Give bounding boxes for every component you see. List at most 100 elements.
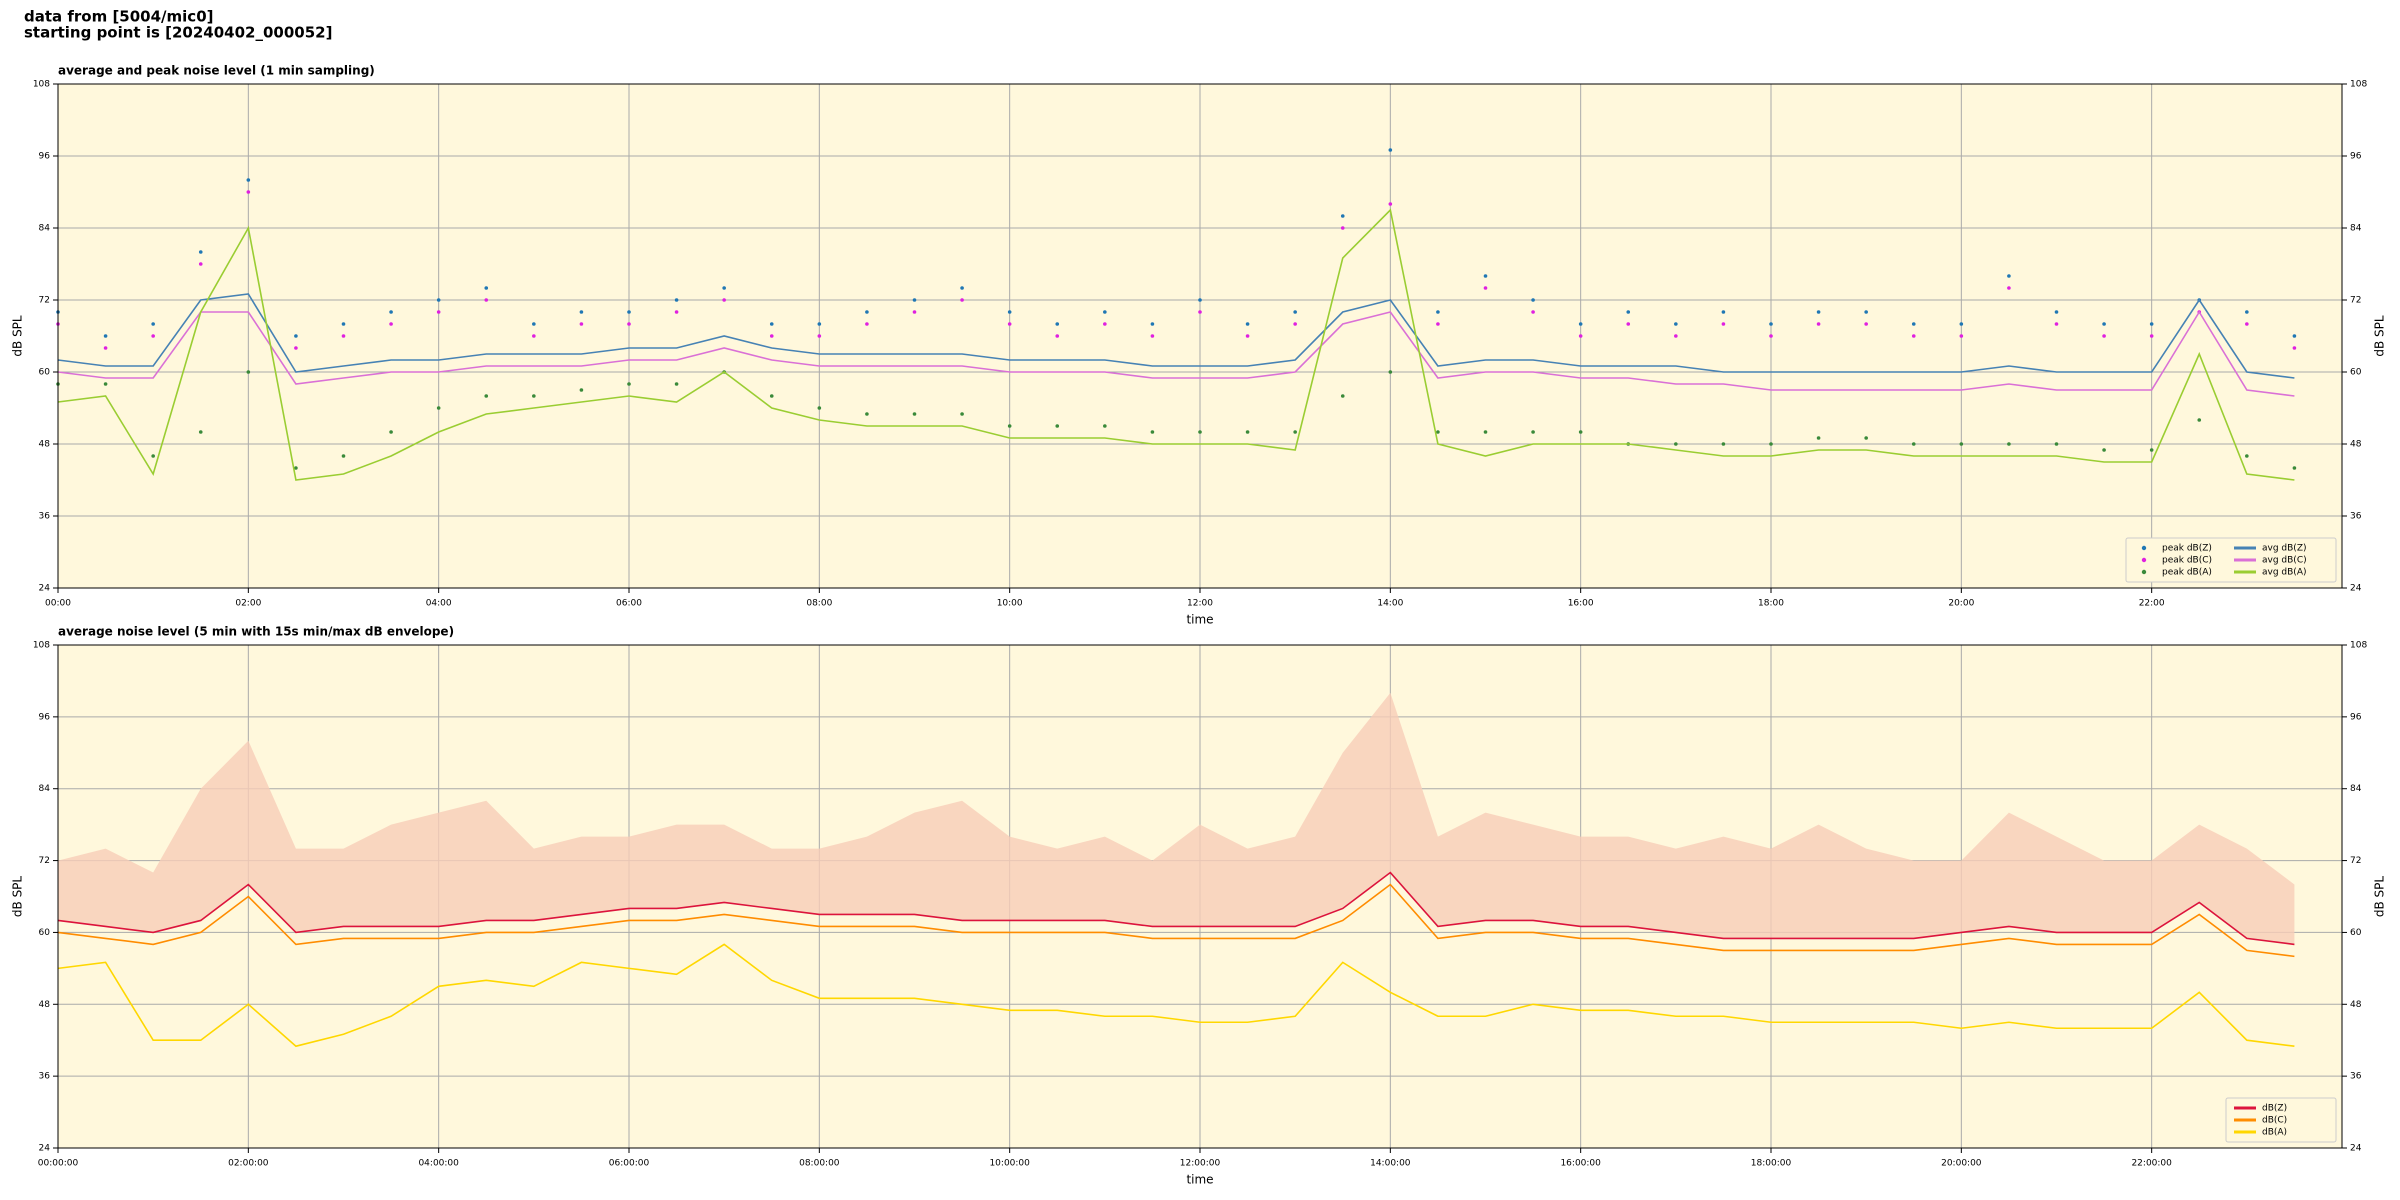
y2-tick-label: 48 [2350, 1000, 2362, 1010]
y2-tick-label: 108 [2350, 80, 2367, 90]
y2-tick-label: 48 [2350, 440, 2362, 450]
peak-dot [1388, 370, 1393, 374]
peak-dot [1293, 322, 1297, 326]
y-tick-label: 72 [39, 296, 50, 306]
peak-dot [1531, 430, 1535, 434]
peak-dot [246, 370, 251, 374]
x-tick-label: 00:00:00 [38, 1159, 79, 1169]
legend-label: peak dB(A) [2162, 568, 2212, 578]
y2-axis-label: dB SPL [2373, 315, 2387, 357]
peak-dot [341, 454, 346, 458]
peak-dot [1483, 430, 1488, 434]
peak-dot [1388, 148, 1393, 152]
peak-dot [2102, 448, 2106, 452]
legend-label: avg dB(A) [2262, 568, 2306, 578]
peak-dot [1721, 310, 1726, 314]
peak-dot [2149, 448, 2154, 452]
peak-dot [960, 298, 964, 302]
legend-label: peak dB(Z) [2162, 544, 2212, 554]
x-tick-label: 12:00:00 [1180, 1159, 1221, 1169]
peak-dot [1816, 436, 1821, 440]
peak-dot [1626, 322, 1631, 326]
legend-label: peak dB(C) [2162, 556, 2212, 566]
peak-dot [151, 454, 155, 458]
peak-dot [627, 322, 631, 326]
y2-tick-label: 84 [2350, 784, 2362, 794]
peak-dot [579, 388, 584, 392]
peak-dot [865, 412, 869, 416]
y2-tick-label: 108 [2350, 641, 2367, 651]
y-tick-label: 60 [39, 928, 51, 938]
peak-dot [2054, 322, 2059, 326]
y-tick-label: 24 [39, 1144, 51, 1154]
peak-dot [912, 298, 917, 302]
y-axis-label: dB SPL [11, 876, 25, 918]
y-tick-label: 48 [39, 440, 51, 450]
peak-dot [912, 412, 917, 416]
peak-dot [1340, 394, 1345, 398]
y-tick-label: 96 [39, 152, 51, 162]
header-start: starting point is [20240402_000052] [24, 24, 332, 42]
peak-dot [436, 406, 441, 410]
peak-dot [1483, 286, 1488, 290]
peak-dot [1911, 322, 1916, 326]
series-line [57, 208, 2295, 481]
peak-dot [1578, 334, 1583, 338]
peak-dot [198, 430, 203, 434]
peak-dot [1959, 442, 1964, 446]
y-axis-label: dB SPL [11, 315, 25, 357]
peak-dot [769, 394, 774, 398]
peak-dot [2245, 322, 2249, 326]
peak-dot [294, 346, 298, 350]
y-tick-label: 84 [39, 224, 51, 234]
peak-dot [674, 382, 679, 386]
x-tick-label: 10:00 [997, 599, 1023, 609]
peak-dot [1007, 322, 1012, 326]
y-tick-label: 96 [39, 712, 51, 722]
peak-dot [2102, 334, 2106, 338]
peak-dot [1055, 322, 1060, 326]
y2-tick-label: 84 [2350, 224, 2362, 234]
legend-label: dB(C) [2262, 1116, 2287, 1126]
peak-dot [2149, 334, 2154, 338]
peak-dot [389, 430, 393, 434]
peak-dot [1436, 430, 1440, 434]
x-tick-label: 20:00 [1948, 599, 1974, 609]
x-tick-label: 02:00:00 [228, 1159, 269, 1169]
peak-dot [1150, 334, 1155, 338]
peak-dot [151, 322, 155, 326]
y2-tick-label: 96 [2350, 152, 2362, 162]
peak-dot [1340, 226, 1345, 230]
plot-frame [57, 644, 2343, 1149]
peak-dot [103, 382, 108, 386]
x-tick-label: 22:00 [2139, 599, 2165, 609]
envelope [58, 692, 2295, 945]
peak-dot [246, 190, 251, 194]
y2-tick-label: 60 [2350, 368, 2362, 378]
peak-dot [1293, 310, 1297, 314]
peak-dot [1816, 310, 1821, 314]
peak-dot [1055, 334, 1060, 338]
peak-dot [1245, 430, 1250, 434]
peak-dot [1245, 322, 1250, 326]
peak-dot [1674, 442, 1678, 446]
x-tick-label: 00:00 [45, 599, 71, 609]
peak-dot [1531, 298, 1535, 302]
peak-dot [198, 250, 203, 254]
peak-dot [2292, 346, 2297, 350]
peak-dot [1103, 424, 1107, 428]
peak-dot [579, 310, 584, 314]
peak-dot [1769, 334, 1773, 338]
peak-dot [1436, 310, 1440, 314]
peak-dot [1198, 430, 1202, 434]
y2-tick-label: 24 [2350, 584, 2362, 594]
y-tick-label: 48 [39, 1000, 51, 1010]
x-tick-label: 16:00 [1568, 599, 1594, 609]
peak-dot [1436, 322, 1440, 326]
peak-dot [1816, 322, 1821, 326]
peak-dot [1293, 430, 1297, 434]
peak-dot [2007, 442, 2011, 446]
peak-dot [912, 310, 917, 314]
peak-dot [1055, 424, 1060, 428]
peak-dot [674, 298, 679, 302]
